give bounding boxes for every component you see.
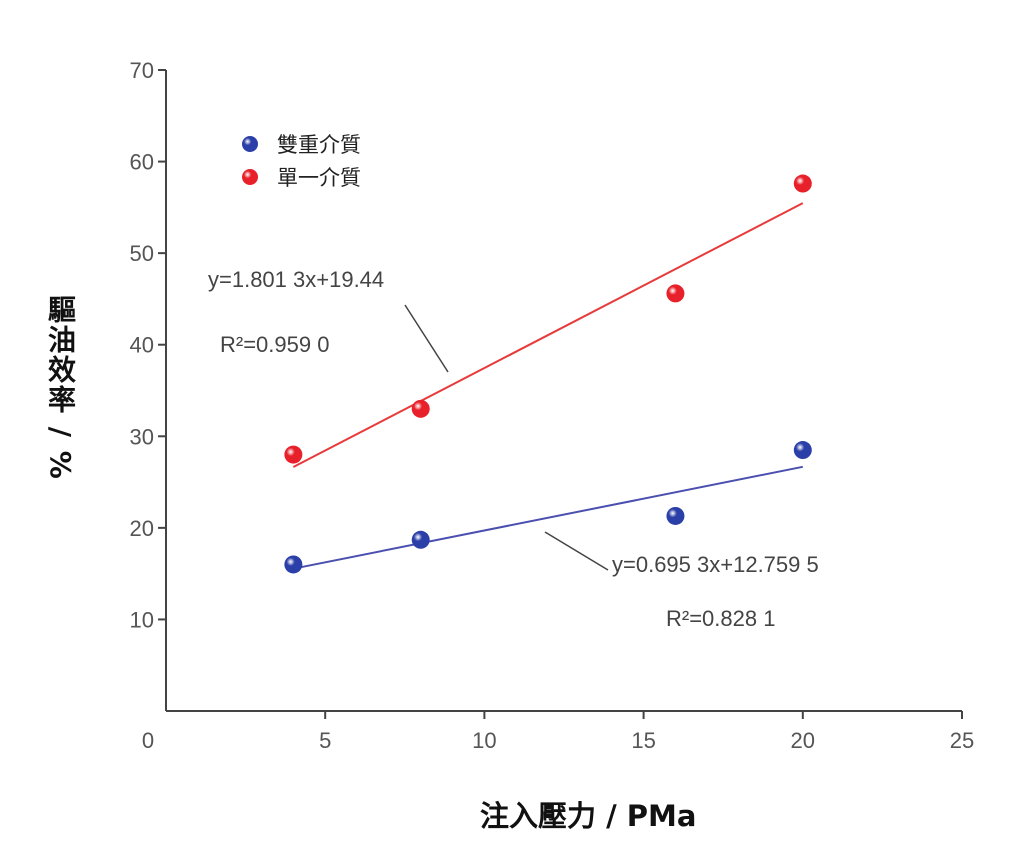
r2-single: R²=0.959 0 (220, 332, 329, 357)
x-tick-label: 10 (472, 728, 496, 753)
data-point-dual (411, 530, 430, 549)
legend-marker (242, 169, 258, 185)
y-tick-label: 30 (130, 424, 154, 449)
x-tick-label: 25 (950, 728, 974, 753)
y-tick-label: 10 (130, 607, 154, 632)
legend-marker (242, 136, 258, 152)
data-point-dual (793, 441, 812, 460)
x-axis-label: 注入壓力 / PMa (480, 799, 697, 833)
x-tick-label: 15 (631, 728, 655, 753)
data-point-single (793, 174, 812, 193)
fit-line-single (292, 202, 804, 468)
y-axis-label: 驅油效率 / % (44, 295, 77, 481)
legend-label: 雙重介質 (277, 134, 361, 157)
legend-label: 單一介質 (277, 167, 361, 190)
y-tick-label: 40 (130, 333, 154, 358)
data-point-single (284, 445, 303, 464)
leader-line-single (404, 304, 449, 373)
x-tick-label: 20 (791, 728, 815, 753)
x-tick-label: 0 (142, 728, 154, 753)
data-point-dual (284, 555, 303, 574)
y-tick-label: 20 (130, 516, 154, 541)
y-tick-label: 60 (130, 150, 154, 175)
leader-line-dual (544, 531, 609, 571)
y-tick-label: 70 (130, 58, 154, 83)
equation-single: y=1.801 3x+19.44 (208, 267, 384, 292)
y-tick-label: 50 (130, 241, 154, 266)
data-point-single (666, 284, 685, 303)
data-point-dual (666, 506, 685, 525)
equation-dual: y=0.695 3x+12.759 5 (612, 552, 819, 577)
r2-dual: R²=0.828 1 (666, 606, 775, 631)
fit-line-dual (293, 465, 803, 570)
data-point-single (411, 399, 430, 418)
x-tick-label: 5 (319, 728, 331, 753)
